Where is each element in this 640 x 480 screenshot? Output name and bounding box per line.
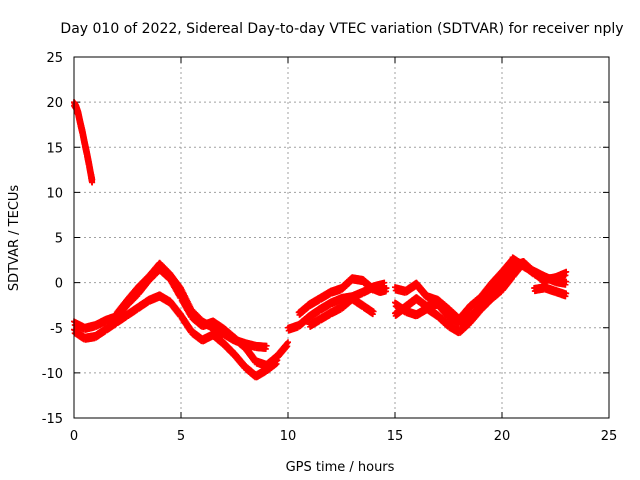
y-tick-label: -5 [50,322,63,337]
data-point [274,357,281,364]
y-tick-label: 0 [55,277,63,292]
x-tick-label: 5 [177,429,185,444]
y-tick-label: 25 [46,51,63,66]
y-tick-label: -10 [42,367,63,382]
data-point [89,176,96,183]
grid-lines [74,57,609,418]
x-tick-label: 15 [387,429,404,444]
x-tick-label: 25 [601,429,618,444]
data-points [71,99,570,381]
y-axis-label: SDTVAR / TECUs [7,185,22,292]
data-point [263,342,270,349]
data-point [285,339,291,346]
y-tick-label: 15 [46,141,63,156]
y-tick-label: 5 [55,232,63,247]
y-tick-label: 10 [46,186,63,201]
x-axis-label: GPS time / hours [286,460,395,475]
chart-title: Day 010 of 2022, Sidereal Day-to-day VTE… [60,21,623,37]
y-tick-label: -15 [42,412,63,427]
x-tick-label: 10 [280,429,297,444]
y-tick-label: 20 [46,96,63,111]
x-tick-label: 20 [494,429,511,444]
x-tick-label: 0 [70,429,78,444]
